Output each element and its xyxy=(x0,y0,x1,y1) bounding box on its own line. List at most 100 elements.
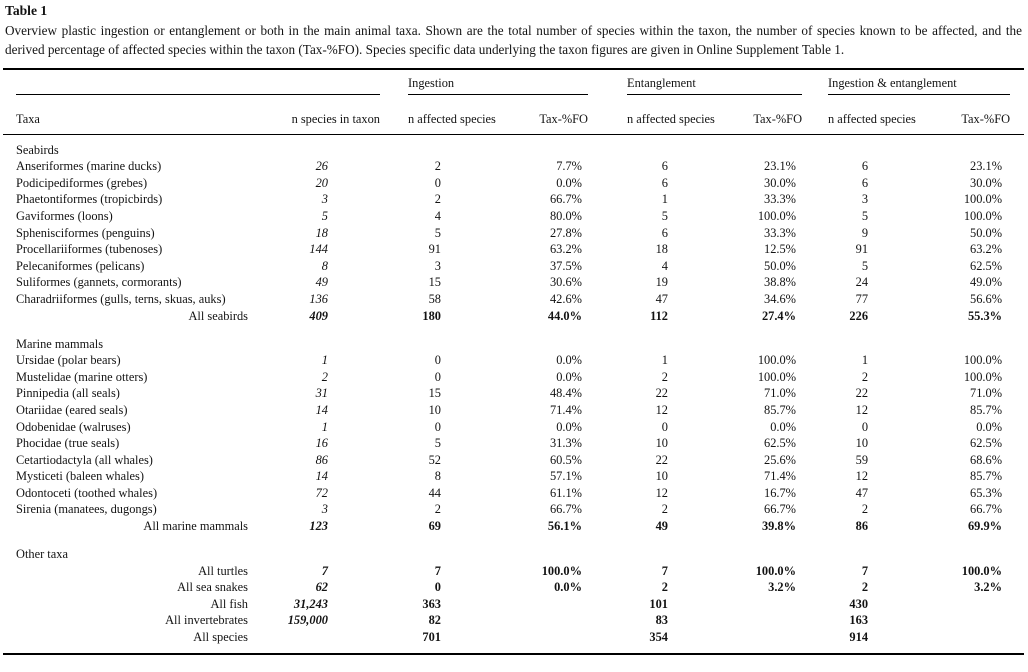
taxa-cell: Sphenisciformes (penguins) xyxy=(16,225,155,240)
both-n-cell: 6 xyxy=(861,159,869,174)
n-species-cell: 1 xyxy=(321,419,328,434)
table-row: Sirenia (manatees, dugongs) 3 2 66.7% 2 66.7%… xyxy=(3,501,1024,518)
ingestion-n-cell: 15 xyxy=(428,275,441,290)
both-fo-cell: 100.0% xyxy=(963,353,1003,368)
n-species-cell: 49 xyxy=(315,275,328,290)
both-fo-cell: 50.0% xyxy=(970,225,1003,240)
ingestion-fo-cell: 48.4% xyxy=(549,386,582,401)
both-n-cell: 77 xyxy=(855,291,869,306)
ingestion-fo-cell xyxy=(510,612,588,629)
ingestion-n-cell: 69 xyxy=(428,519,441,534)
both-fo-cell: 85.7% xyxy=(970,402,1003,417)
both-n-cell: 0 xyxy=(861,419,869,434)
column-header-both-fo: Tax-%FO xyxy=(930,94,1011,135)
taxa-cell: All fish xyxy=(210,596,248,611)
table-row: All turtles 7 7 100.0% 7 100.0% 7 100.0% xyxy=(3,562,1024,579)
column-header-entanglement-fo: Tax-%FO xyxy=(729,94,803,135)
section-header-row: Seabirds xyxy=(3,134,1024,158)
both-fo-cell: 55.3% xyxy=(967,308,1003,323)
taxa-cell: Otariidae (eared seals) xyxy=(16,402,128,417)
ingestion-fo-cell: 63.2% xyxy=(549,242,582,257)
both-fo-cell: 69.9% xyxy=(967,519,1003,534)
both-n-cell: 3 xyxy=(861,192,869,207)
entanglement-n-cell: 4 xyxy=(661,258,668,273)
entanglement-n-cell: 6 xyxy=(661,159,668,174)
ingestion-n-cell: 82 xyxy=(428,613,441,628)
n-species-cell xyxy=(248,629,380,646)
table-row: Suliformes (gannets, cormorants) 49 15 30.6… xyxy=(3,274,1024,291)
taxa-cell: Gaviformes (loons) xyxy=(16,208,113,223)
table-row: Ursidae (polar bears) 1 0 0.0% 1 100.0% 1 100.0… xyxy=(3,352,1024,369)
table-row: Sphenisciformes (penguins) 18 5 27.8% 6 33.3%… xyxy=(3,224,1024,241)
entanglement-n-cell: 112 xyxy=(650,308,668,323)
both-n-cell: 24 xyxy=(855,275,869,290)
ingestion-n-cell: 52 xyxy=(428,452,441,467)
entanglement-fo-cell: 100.0% xyxy=(757,208,797,223)
section-label: Seabirds xyxy=(16,142,59,157)
n-species-cell: 3 xyxy=(321,502,328,517)
both-fo-cell: 100.0% xyxy=(963,208,1003,223)
both-n-cell: 59 xyxy=(855,452,869,467)
n-species-cell: 31,243 xyxy=(293,596,328,611)
entanglement-fo-cell xyxy=(729,612,802,629)
ingestion-fo-cell: 60.5% xyxy=(549,452,582,467)
both-fo-cell xyxy=(930,629,1010,646)
ingestion-n-cell: 3 xyxy=(434,258,441,273)
ingestion-fo-cell: 66.7% xyxy=(549,502,582,517)
ingestion-fo-cell: 100.0% xyxy=(541,563,582,578)
both-n-cell: 9 xyxy=(861,225,869,240)
column-header-ingestion-fo: Tax-%FO xyxy=(510,94,588,135)
entanglement-fo-cell: 100.0% xyxy=(757,353,797,368)
both-n-cell: 1 xyxy=(861,353,869,368)
n-species-cell: 62 xyxy=(315,580,328,595)
data-table: Ingestion Entanglement Ingestion & entan… xyxy=(3,67,1025,656)
taxa-cell: Pinnipedia (all seals) xyxy=(16,386,120,401)
both-n-cell: 47 xyxy=(855,485,869,500)
table-row: All sea snakes 62 0 0.0% 2 3.2% 2 3.2% xyxy=(3,579,1024,596)
both-n-cell: 430 xyxy=(849,596,869,611)
entanglement-n-cell: 83 xyxy=(655,613,668,628)
ingestion-n-cell: 0 xyxy=(434,353,441,368)
taxa-cell: Podicipediformes (grebes) xyxy=(16,175,148,190)
ingestion-n-cell: 15 xyxy=(428,386,441,401)
entanglement-fo-cell: 12.5% xyxy=(764,242,797,257)
entanglement-fo-cell: 71.0% xyxy=(764,386,797,401)
table-row: All fish 31,243 363 101 430 xyxy=(3,595,1024,612)
both-n-cell: 914 xyxy=(849,630,869,645)
ingestion-fo-cell: 27.8% xyxy=(549,225,582,240)
table-row: Pinnipedia (all seals) 31 15 48.4% 22 71.0% 22… xyxy=(3,385,1024,402)
table-row: Phaetontiformes (tropicbirds) 3 2 66.7% 1 33.… xyxy=(3,191,1024,208)
entanglement-n-cell: 6 xyxy=(661,225,668,240)
entanglement-fo-cell: 3.2% xyxy=(768,580,797,595)
taxa-cell: Suliformes (gannets, cormorants) xyxy=(16,275,182,290)
entanglement-n-cell: 2 xyxy=(661,502,668,517)
n-species-cell: 72 xyxy=(315,485,328,500)
n-species-cell: 20 xyxy=(315,175,328,190)
entanglement-fo-cell: 27.4% xyxy=(761,308,797,323)
both-fo-cell: 66.7% xyxy=(970,502,1003,517)
ingestion-n-cell: 2 xyxy=(434,192,441,207)
both-n-cell: 2 xyxy=(861,502,869,517)
n-species-cell: 3 xyxy=(321,192,328,207)
ingestion-fo-cell: 80.0% xyxy=(549,208,582,223)
ingestion-fo-cell: 0.0% xyxy=(556,353,582,368)
group-header-both: Ingestion & entanglement xyxy=(828,68,1011,95)
taxa-cell: Mysticeti (baleen whales) xyxy=(16,469,144,484)
group-header-ingestion: Ingestion xyxy=(408,68,588,95)
entanglement-n-cell: 19 xyxy=(655,275,668,290)
entanglement-fo-cell: 100.0% xyxy=(757,369,797,384)
n-species-cell: 5 xyxy=(321,208,328,223)
both-n-cell: 6 xyxy=(861,175,869,190)
entanglement-fo-cell: 39.8% xyxy=(761,519,797,534)
both-fo-cell: 63.2% xyxy=(970,242,1003,257)
ingestion-fo-cell: 61.1% xyxy=(549,485,582,500)
entanglement-n-cell: 22 xyxy=(655,386,668,401)
taxa-cell: All turtles xyxy=(198,563,248,578)
section-label: Marine mammals xyxy=(16,336,104,351)
ingestion-n-cell: 0 xyxy=(434,580,441,595)
taxa-cell: All marine mammals xyxy=(143,519,248,534)
table-row: All invertebrates 159,000 82 83 163 xyxy=(3,612,1024,629)
table-row: Odobenidae (walruses) 1 0 0.0% 0 0.0% 0 0.0% xyxy=(3,418,1024,435)
paper-table-page: Table 1 Overview plastic ingestion or en… xyxy=(3,3,1025,656)
both-fo-cell xyxy=(930,612,1010,629)
